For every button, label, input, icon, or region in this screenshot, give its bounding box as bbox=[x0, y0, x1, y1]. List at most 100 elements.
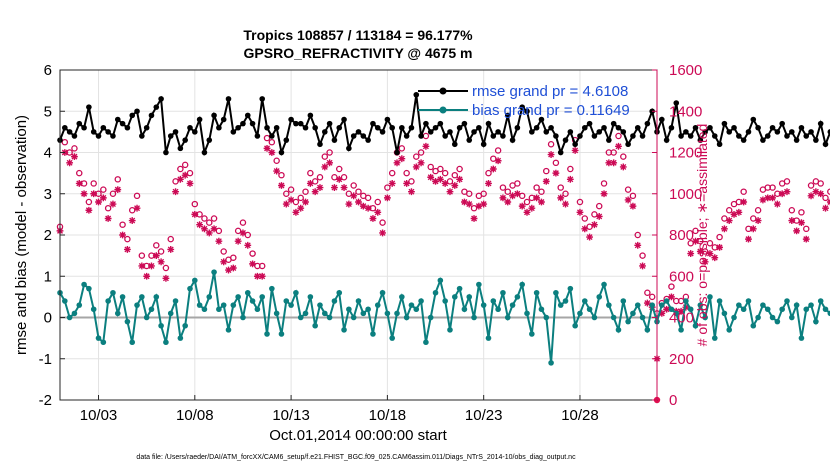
obs-possible-marker bbox=[557, 184, 564, 191]
obs-assimilated-marker bbox=[547, 151, 555, 158]
rmse-point bbox=[586, 120, 593, 127]
obs-possible-marker bbox=[615, 132, 622, 140]
chart-title-line1: Tropics 108857 / 113184 = 96.177% bbox=[243, 27, 473, 43]
obs-possible-marker bbox=[374, 198, 382, 206]
obs-possible-marker bbox=[76, 169, 83, 177]
rmse-point bbox=[105, 129, 111, 135]
bias-point bbox=[427, 314, 434, 321]
bias-point bbox=[148, 306, 155, 313]
bias-point bbox=[211, 269, 217, 275]
bias-point bbox=[562, 298, 569, 304]
obs-assimilated-marker bbox=[663, 305, 671, 313]
obs-possible-marker bbox=[258, 262, 266, 270]
bias-point bbox=[269, 285, 275, 292]
obs-assimilated-marker bbox=[75, 180, 83, 187]
obs-assimilated-marker bbox=[114, 186, 122, 194]
bias-point bbox=[278, 331, 285, 337]
obs-assimilated-marker bbox=[253, 272, 261, 280]
obs-possible-marker bbox=[287, 186, 295, 193]
bias-point bbox=[447, 327, 453, 333]
rmse-point bbox=[702, 129, 708, 135]
obs-assimilated-marker bbox=[239, 229, 247, 237]
bias-point bbox=[485, 335, 492, 341]
obs-assimilated-marker bbox=[721, 225, 728, 233]
rmse-point bbox=[736, 133, 742, 139]
obs-assimilated-marker bbox=[778, 190, 786, 198]
obs-assimilated-marker bbox=[788, 217, 796, 224]
bias-point bbox=[220, 302, 227, 308]
rmse-point bbox=[591, 133, 598, 139]
bias-point bbox=[572, 322, 578, 329]
obs-assimilated-marker bbox=[812, 188, 820, 196]
rmse-point bbox=[764, 133, 771, 139]
bias-point bbox=[827, 310, 830, 317]
bias-point bbox=[346, 306, 352, 313]
obs-assimilated-marker bbox=[359, 202, 367, 210]
obs-assimilated-marker bbox=[595, 213, 603, 220]
obs-assimilated-marker bbox=[311, 188, 319, 196]
obs-assimilated-marker bbox=[326, 159, 334, 167]
obs-possible-marker bbox=[413, 153, 420, 160]
rmse-point bbox=[172, 129, 179, 135]
bias-point bbox=[813, 318, 819, 325]
bias-point bbox=[139, 294, 145, 300]
bias-point bbox=[62, 298, 68, 304]
y-tick-label-left: -2 bbox=[39, 392, 52, 409]
obs-possible-marker bbox=[543, 167, 550, 175]
bias-point bbox=[461, 306, 468, 313]
rmse-point bbox=[321, 129, 328, 135]
rmse-point bbox=[312, 124, 318, 131]
obs-assimilated-marker bbox=[201, 225, 208, 233]
y-tick-label-right: 600 bbox=[669, 268, 694, 285]
obs-assimilated-marker bbox=[581, 225, 589, 233]
bias-point bbox=[500, 289, 506, 296]
y-tick-label-left: 5 bbox=[44, 103, 52, 120]
bias-point bbox=[216, 306, 222, 313]
rmse-point bbox=[610, 120, 617, 127]
obs-possible-marker bbox=[119, 221, 126, 228]
obs-assimilated-marker bbox=[71, 153, 78, 161]
series-layer bbox=[56, 91, 830, 404]
obs-assimilated-marker bbox=[157, 258, 165, 266]
rmse-point bbox=[774, 129, 781, 135]
rmse-point bbox=[432, 124, 439, 131]
rmse-point bbox=[225, 96, 232, 102]
bias-point bbox=[451, 294, 458, 300]
obs-assimilated-marker bbox=[759, 196, 767, 204]
obs-assimilated-marker bbox=[509, 192, 516, 200]
rmse-point bbox=[71, 133, 78, 139]
obs-possible-marker bbox=[177, 165, 184, 173]
obs-possible-marker bbox=[754, 206, 762, 214]
rmse-point bbox=[461, 120, 468, 127]
obs-assimilated-marker bbox=[682, 303, 690, 311]
bias-point bbox=[764, 306, 771, 313]
y-tick-label-right: 400 bbox=[669, 310, 694, 327]
bias-point bbox=[167, 310, 174, 317]
rmse-point bbox=[533, 124, 540, 131]
obs-assimilated-marker bbox=[615, 142, 622, 150]
obs-assimilated-marker bbox=[167, 246, 175, 253]
obs-assimilated-marker bbox=[412, 163, 420, 171]
obs-assimilated-marker bbox=[740, 198, 748, 206]
bias-point bbox=[533, 289, 540, 296]
obs-assimilated-marker bbox=[571, 147, 579, 154]
rmse-point bbox=[466, 137, 473, 143]
obs-assimilated-marker bbox=[513, 190, 521, 198]
rmse-point bbox=[490, 133, 497, 139]
obs-assimilated-marker bbox=[119, 231, 126, 239]
bias-point bbox=[808, 302, 814, 308]
rmse-point bbox=[659, 116, 665, 123]
bias-point bbox=[283, 298, 290, 304]
obs-assimilated-marker bbox=[364, 204, 372, 212]
bias-point bbox=[625, 318, 631, 325]
bias-point bbox=[577, 310, 583, 317]
rmse-point bbox=[822, 141, 829, 148]
obs-assimilated-marker bbox=[205, 229, 213, 237]
obs-possible-marker bbox=[523, 198, 531, 206]
obs-assimilated-marker bbox=[258, 272, 266, 280]
bias-point bbox=[331, 298, 338, 304]
bias-point bbox=[789, 314, 795, 321]
rmse-point bbox=[81, 124, 87, 131]
rmse-point bbox=[365, 137, 371, 143]
bias-point bbox=[423, 339, 429, 346]
